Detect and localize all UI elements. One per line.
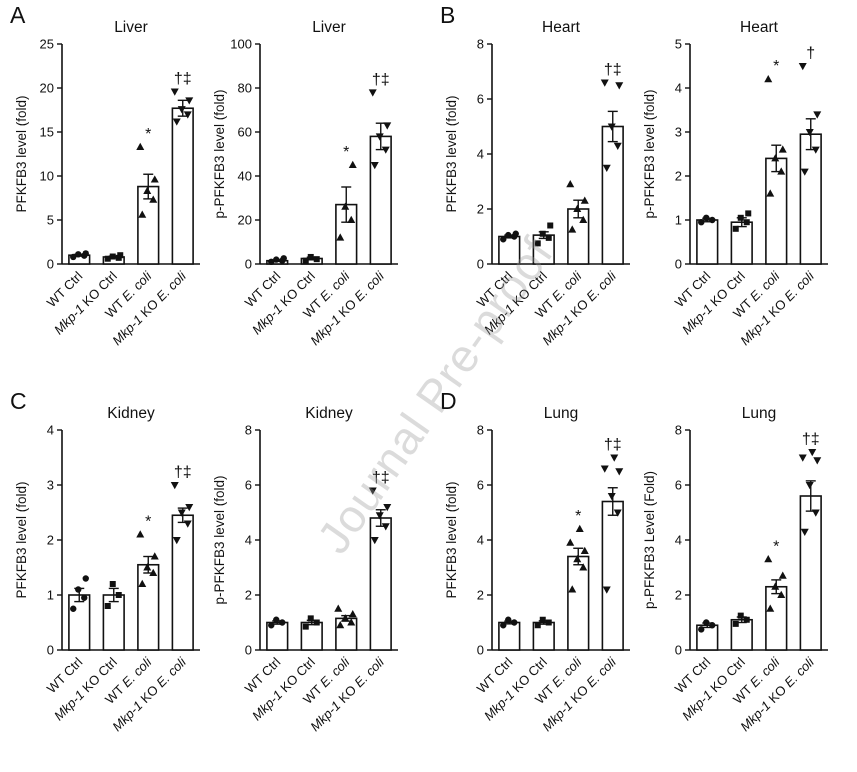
svg-text:†‡: †‡: [372, 71, 390, 88]
svg-text:*: *: [575, 508, 581, 525]
svg-text:2: 2: [47, 533, 54, 548]
svg-text:*: *: [773, 58, 779, 75]
svg-text:†‡: †‡: [604, 62, 622, 79]
svg-text:PFKFB3 level (fold): PFKFB3 level (fold): [14, 481, 29, 598]
svg-text:Heart: Heart: [542, 19, 581, 36]
svg-text:5: 5: [675, 37, 682, 52]
svg-text:PFKFB3 level (fold): PFKFB3 level (fold): [444, 481, 459, 598]
svg-text:*: *: [145, 514, 151, 531]
svg-text:20: 20: [238, 213, 252, 228]
svg-text:20: 20: [40, 81, 54, 96]
svg-text:6: 6: [245, 478, 252, 493]
svg-text:2: 2: [245, 588, 252, 603]
panel-letter-b: B: [440, 2, 456, 28]
svg-text:2: 2: [675, 169, 682, 184]
svg-text:2: 2: [477, 202, 484, 217]
svg-text:0: 0: [245, 257, 252, 272]
svg-text:10: 10: [40, 169, 54, 184]
svg-text:0: 0: [675, 257, 682, 272]
svg-text:4: 4: [245, 533, 252, 548]
panel-letter-c: C: [10, 388, 27, 414]
svg-text:8: 8: [477, 37, 484, 52]
svg-text:6: 6: [477, 92, 484, 107]
svg-text:15: 15: [40, 125, 54, 140]
svg-text:8: 8: [477, 423, 484, 438]
svg-text:2: 2: [477, 588, 484, 603]
svg-text:Lung: Lung: [742, 405, 776, 422]
svg-text:Liver: Liver: [114, 19, 148, 36]
svg-text:Kidney: Kidney: [107, 405, 155, 422]
svg-text:5: 5: [47, 213, 54, 228]
panel-letter-d: D: [440, 388, 457, 414]
svg-text:*: *: [343, 144, 349, 161]
svg-text:Lung: Lung: [544, 405, 578, 422]
svg-text:60: 60: [238, 125, 252, 140]
svg-text:80: 80: [238, 81, 252, 96]
svg-text:1: 1: [675, 213, 682, 228]
svg-text:1: 1: [47, 588, 54, 603]
svg-text:8: 8: [675, 423, 682, 438]
svg-text:4: 4: [477, 533, 484, 548]
svg-text:3: 3: [47, 478, 54, 493]
svg-text:PFKFB3 level (fold): PFKFB3 level (fold): [444, 95, 459, 212]
svg-text:PFKFB3 level (fold): PFKFB3 level (fold): [14, 95, 29, 212]
svg-text:25: 25: [40, 37, 54, 52]
svg-text:p-PFKFB3 level (fold): p-PFKFB3 level (fold): [212, 89, 227, 218]
svg-text:†‡: †‡: [174, 464, 192, 481]
svg-text:Heart: Heart: [740, 19, 779, 36]
panel-a-liver: A Liver PFKFB3 level (fold) 0 5 10 15 20 25 WT C…: [8, 2, 428, 384]
svg-text:4: 4: [675, 81, 682, 96]
svg-text:p-PFKFB3 Level (Fold): p-PFKFB3 Level (Fold): [642, 471, 657, 609]
svg-text:†‡: †‡: [604, 437, 622, 454]
svg-text:3: 3: [675, 125, 682, 140]
svg-text:0: 0: [47, 257, 54, 272]
svg-text:0: 0: [675, 643, 682, 658]
svg-text:0: 0: [245, 643, 252, 658]
svg-text:p-PFKFB3 level (fold): p-PFKFB3 level (fold): [642, 89, 657, 218]
svg-text:100: 100: [230, 37, 252, 52]
svg-text:4: 4: [47, 423, 54, 438]
svg-text:*: *: [773, 538, 779, 555]
panel-c-kidney: C Kidney PFKFB3 level (fold) 0 1 2 3 4 WT Ctrl M…: [8, 388, 428, 770]
panel-letter-a: A: [10, 2, 26, 28]
svg-text:4: 4: [675, 533, 682, 548]
svg-text:Liver: Liver: [312, 19, 346, 36]
svg-text:2: 2: [675, 588, 682, 603]
svg-text:6: 6: [477, 478, 484, 493]
svg-text:p-PFKFB3 level (fold): p-PFKFB3 level (fold): [212, 475, 227, 604]
svg-text:6: 6: [675, 478, 682, 493]
svg-text:Kidney: Kidney: [305, 405, 353, 422]
svg-text:4: 4: [477, 147, 484, 162]
svg-text:0: 0: [47, 643, 54, 658]
svg-text:*: *: [145, 126, 151, 143]
panel-d-lung: D Lung PFKFB3 level (fold) 0 2 4 6 8 WT Ctrl Mkp…: [438, 388, 857, 770]
svg-text:†: †: [806, 45, 815, 62]
svg-text:0: 0: [477, 643, 484, 658]
svg-text:40: 40: [238, 169, 252, 184]
svg-text:†‡: †‡: [174, 71, 192, 88]
svg-text:0: 0: [477, 257, 484, 272]
svg-text:†‡: †‡: [372, 470, 390, 487]
svg-text:†‡: †‡: [802, 431, 820, 448]
svg-text:8: 8: [245, 423, 252, 438]
panel-b-heart: B Heart PFKFB3 level (fold) 0 2 4 6 8 WT Ctrl Mk…: [438, 2, 857, 384]
